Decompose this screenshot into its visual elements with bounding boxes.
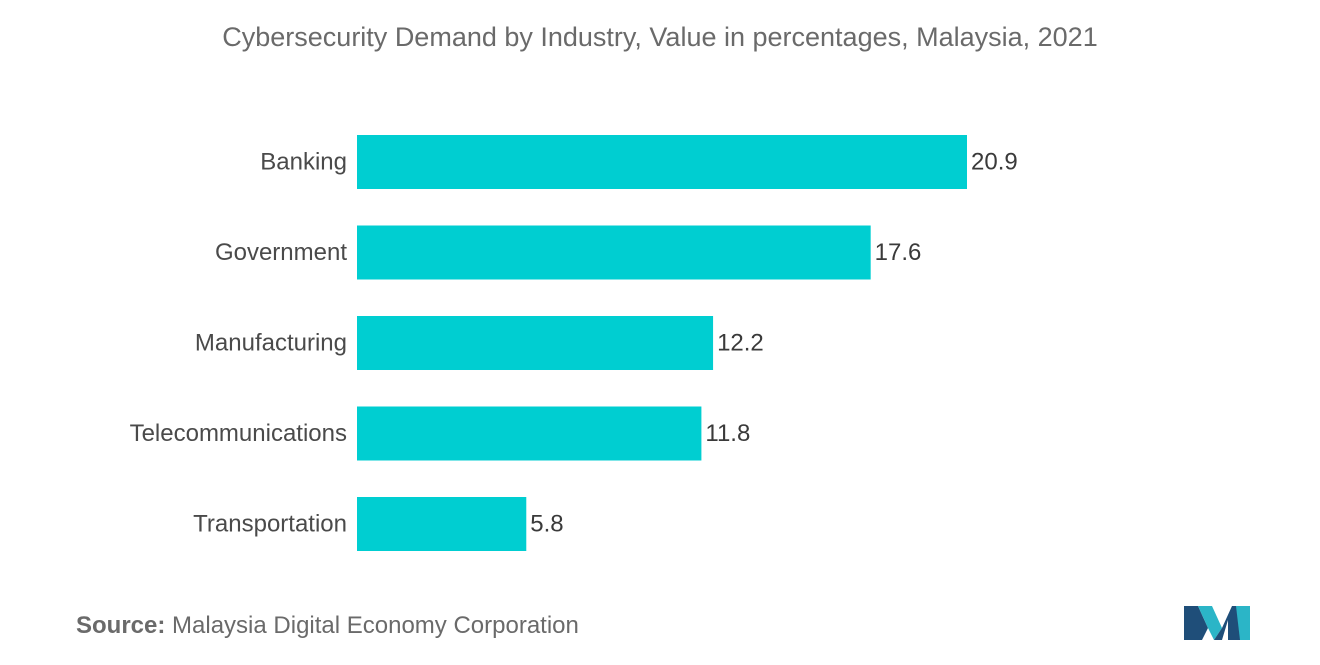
category-label-manufacturing: Manufacturing: [195, 330, 347, 357]
category-label-banking: Banking: [260, 149, 347, 176]
value-label-transportation: 5.8: [530, 511, 563, 538]
bar-transportation: [357, 497, 527, 551]
bar-banking: [357, 135, 967, 189]
bar-chart: Banking 20.9 Government 17.6 Manufacturing 12…: [130, 135, 1018, 551]
category-label-telecommunications: Telecommunications: [130, 420, 347, 447]
mordor-intelligence-logo-icon: [1184, 606, 1250, 640]
chart-title: Cybersecurity Demand by Industry, Value …: [222, 22, 1098, 52]
bar-telecommunications: [357, 406, 702, 461]
value-label-government: 17.6: [875, 239, 922, 266]
source-label: Source:: [76, 612, 166, 639]
bar-government: [357, 225, 871, 280]
category-label-government: Government: [215, 239, 347, 266]
source-note: Source: Malaysia Digital Economy Corpora…: [76, 612, 579, 640]
category-label-transportation: Transportation: [193, 511, 347, 538]
bar-manufacturing: [357, 316, 714, 370]
value-label-manufacturing: 12.2: [717, 330, 764, 357]
value-label-telecommunications: 11.8: [705, 420, 750, 447]
value-label-banking: 20.9: [971, 149, 1018, 176]
source-text: Malaysia Digital Economy Corporation: [172, 612, 579, 639]
